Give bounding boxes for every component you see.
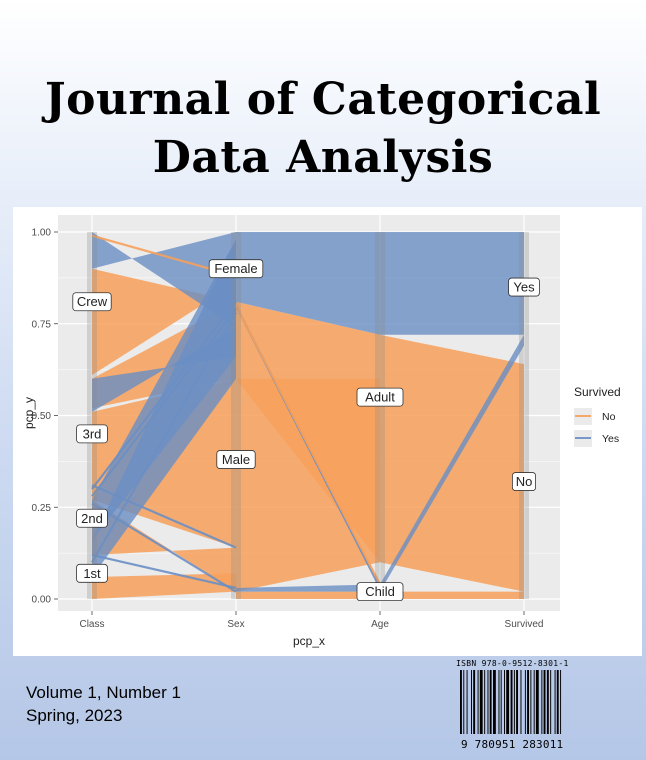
category-label: Crew bbox=[77, 294, 108, 309]
y-tick-label: 0.00 bbox=[32, 595, 52, 606]
barcode-bar bbox=[510, 670, 513, 734]
y-tick-label: 0.25 bbox=[32, 503, 52, 514]
barcode-bar bbox=[498, 670, 500, 734]
axis-bar bbox=[231, 232, 241, 599]
category-label-box bbox=[76, 508, 108, 528]
barcode-bar bbox=[477, 670, 479, 734]
chart-panel: Crew 3rd 2nd 1st Female Male Adult Child Yes No 0.… bbox=[13, 207, 642, 656]
thin-line-yes bbox=[91, 553, 237, 590]
barcode-bar bbox=[527, 670, 529, 734]
x-tick-label: Class bbox=[79, 619, 104, 630]
barcode-bar bbox=[520, 670, 522, 734]
barcode-bar bbox=[493, 670, 496, 734]
category-label: Yes bbox=[513, 280, 535, 295]
thin-line-no bbox=[235, 304, 381, 585]
category-label-box bbox=[76, 563, 108, 583]
journal-title-line2: Data Analysis bbox=[152, 132, 494, 183]
x-tick-label: Age bbox=[371, 619, 389, 630]
category-label-box bbox=[511, 472, 536, 491]
issue-date: Spring, 2023 bbox=[26, 706, 123, 725]
barcode-bar bbox=[543, 670, 546, 734]
thin-line-yes bbox=[91, 502, 237, 593]
category-label: No bbox=[516, 474, 533, 489]
category-label-box bbox=[76, 424, 108, 444]
barcode-bar bbox=[471, 670, 472, 734]
y-tick-label: 0.75 bbox=[32, 319, 52, 330]
axis-bar bbox=[375, 232, 385, 599]
barcode-bar bbox=[460, 670, 462, 734]
thin-line-yes bbox=[91, 308, 237, 497]
barcode-bar bbox=[550, 670, 552, 734]
barcode-bar bbox=[533, 670, 535, 734]
ribbon-yes bbox=[92, 239, 236, 577]
barcode-bar bbox=[487, 670, 489, 734]
category-label-box bbox=[356, 582, 404, 602]
ribbon-yes bbox=[236, 584, 380, 592]
axis-bar bbox=[519, 232, 529, 599]
ribbon-yes bbox=[236, 232, 380, 335]
barcode-bar bbox=[535, 670, 539, 734]
barcode-bar bbox=[466, 670, 468, 734]
barcode-bar bbox=[489, 670, 492, 734]
category-label: Female bbox=[214, 261, 257, 276]
category-label-box bbox=[508, 277, 540, 297]
axis-bar bbox=[87, 232, 97, 599]
x-tick-label: Survived bbox=[505, 619, 544, 630]
barcode-bar bbox=[463, 670, 465, 734]
barcode-bar bbox=[500, 670, 502, 734]
thin-line-yes bbox=[91, 301, 237, 490]
barcode-bar bbox=[554, 670, 556, 734]
category-label: Male bbox=[222, 452, 250, 467]
journal-title-line1: Journal of Categorical bbox=[44, 74, 602, 125]
barcode-bar bbox=[516, 670, 518, 734]
parallel-sets-chart: Crew 3rd 2nd 1st Female Male Adult Child Yes No 0.… bbox=[22, 215, 621, 648]
category-label: Adult bbox=[365, 390, 395, 405]
barcode-bar bbox=[504, 670, 505, 734]
category-label-box bbox=[356, 387, 404, 407]
ribbon-yes bbox=[380, 334, 524, 592]
barcode-bar bbox=[541, 670, 543, 734]
barcode-bar bbox=[530, 670, 532, 734]
category-label: 1st bbox=[83, 566, 101, 581]
category-label: 2nd bbox=[81, 511, 103, 526]
category-label-box bbox=[208, 259, 264, 279]
y-tick-label: 1.00 bbox=[32, 228, 52, 239]
legend-title: Survived bbox=[574, 385, 621, 399]
barcode-bar bbox=[546, 670, 549, 734]
barcode-number: 9 780951 283011 bbox=[461, 738, 564, 751]
y-axis-title: pcp_y bbox=[22, 397, 36, 429]
category-label: Child bbox=[365, 584, 395, 599]
y-tick-label: 0.50 bbox=[32, 411, 52, 422]
ribbon-no bbox=[236, 378, 380, 592]
x-tick-label: Sex bbox=[227, 619, 244, 630]
isbn-text: ISBN 978-0-9512-8301-1 bbox=[456, 659, 569, 668]
legend-label: No bbox=[602, 411, 616, 423]
barcode-bar bbox=[524, 670, 526, 734]
barcode-bar bbox=[479, 670, 483, 734]
category-label: 3rd bbox=[83, 426, 102, 441]
barcode-bar bbox=[506, 670, 510, 734]
barcode-bar bbox=[513, 670, 515, 734]
barcode-bar bbox=[473, 670, 476, 734]
ribbon-no bbox=[380, 591, 524, 599]
legend-label: Yes bbox=[602, 433, 619, 445]
barcode-bar bbox=[556, 670, 559, 734]
thin-line-yes bbox=[91, 312, 237, 563]
x-axis-title: pcp_x bbox=[293, 634, 325, 648]
category-label-box bbox=[216, 450, 256, 469]
ribbon-yes bbox=[380, 232, 524, 335]
volume-number: Volume 1, Number 1 bbox=[26, 683, 181, 702]
thin-line-yes bbox=[91, 484, 237, 549]
barcode-bar bbox=[560, 670, 562, 734]
ribbon-no bbox=[236, 591, 380, 599]
barcode bbox=[460, 670, 562, 734]
category-label-box bbox=[72, 292, 112, 312]
barcode-bar bbox=[484, 670, 486, 734]
